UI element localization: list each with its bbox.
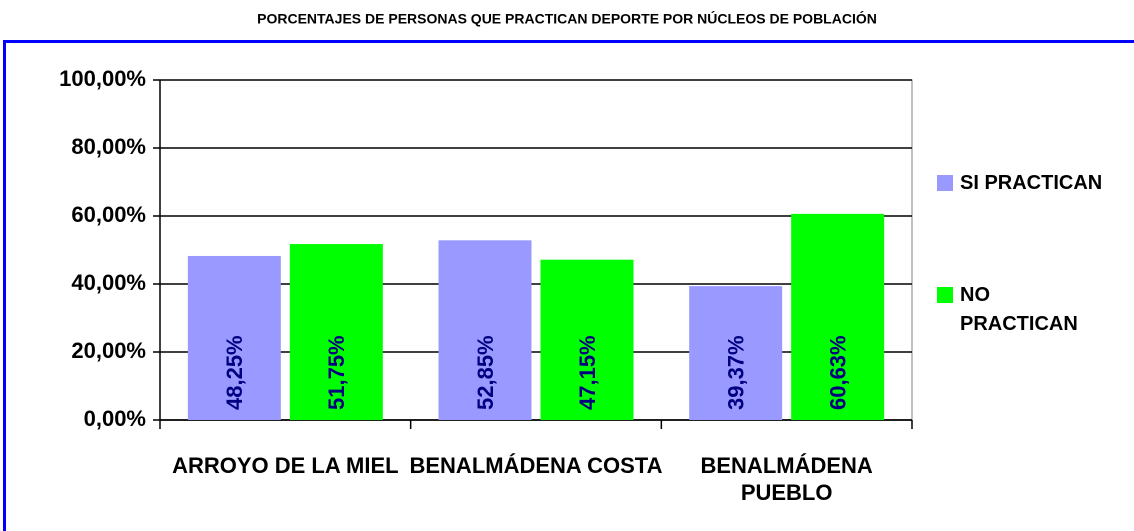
data-label: 39,37% xyxy=(723,335,748,410)
data-label: 48,25% xyxy=(222,335,247,410)
legend-swatch xyxy=(937,287,953,303)
bar xyxy=(689,286,783,420)
data-label: 51,75% xyxy=(324,335,349,410)
legend-swatch xyxy=(937,175,953,191)
y-tick-label: 0,00% xyxy=(84,406,146,431)
frame xyxy=(3,40,1134,531)
bar xyxy=(289,244,383,420)
y-tick-label: 100,00% xyxy=(59,66,146,91)
bar xyxy=(540,259,634,420)
legend-label: SI PRACTICAN xyxy=(960,172,1103,194)
data-label: 47,15% xyxy=(575,335,600,410)
y-tick-label: 60,00% xyxy=(71,202,146,227)
chart-title: PORCENTAJES DE PERSONAS QUE PRACTICAN DE… xyxy=(257,10,877,27)
bar xyxy=(438,240,532,420)
y-tick-label: 20,00% xyxy=(71,338,146,363)
bar xyxy=(791,213,885,420)
legend-label: NO PRACTICAN xyxy=(960,284,1078,335)
y-tick-label: 40,00% xyxy=(71,270,146,295)
data-label: 60,63% xyxy=(825,335,850,410)
plot-area xyxy=(159,79,913,421)
bar xyxy=(187,255,281,420)
x-tick-label: BENALMÁDENA COSTA xyxy=(409,453,663,478)
y-tick-label: 80,00% xyxy=(71,134,146,159)
x-tick-label: ARROYO DE LA MIEL xyxy=(172,453,399,478)
x-tick-label: BENALMÁDENA PUEBLO xyxy=(700,453,873,505)
data-label: 52,85% xyxy=(473,335,498,410)
